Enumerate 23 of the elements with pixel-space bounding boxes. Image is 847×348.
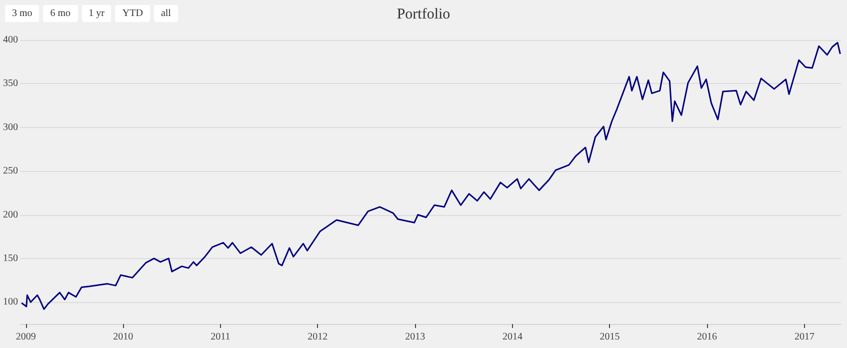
- line-series: [20, 42, 841, 310]
- y-tick-label: 400: [3, 34, 18, 46]
- x-tick-label: 2010: [113, 332, 134, 342]
- x-tick-label: 2012: [308, 332, 328, 342]
- x-tick-label: 2016: [696, 332, 717, 342]
- x-tick-label: 2013: [405, 332, 426, 342]
- y-tick-label: 100: [3, 296, 18, 308]
- x-tick-label: 2009: [16, 332, 36, 342]
- y-tick-label: 250: [3, 166, 18, 177]
- y-tick-label: 300: [3, 122, 18, 133]
- x-tick-label: 2015: [600, 332, 620, 342]
- range-button: 1 yr: [82, 5, 112, 22]
- x-tick-label: 2014: [502, 332, 522, 342]
- x-tick-label: 2017: [794, 332, 814, 342]
- y-tick-label: 350: [3, 78, 18, 90]
- range-button: 6 mo: [43, 5, 78, 22]
- range-button: 3 mo: [5, 5, 40, 22]
- y-tick-label: 200: [3, 209, 18, 220]
- y-tick-label: 150: [3, 252, 18, 264]
- range-button: YTD: [115, 5, 150, 22]
- chart-title: Portfolio: [396, 6, 450, 22]
- x-tick-label: 2011: [210, 332, 230, 342]
- range-button: all: [154, 5, 178, 22]
